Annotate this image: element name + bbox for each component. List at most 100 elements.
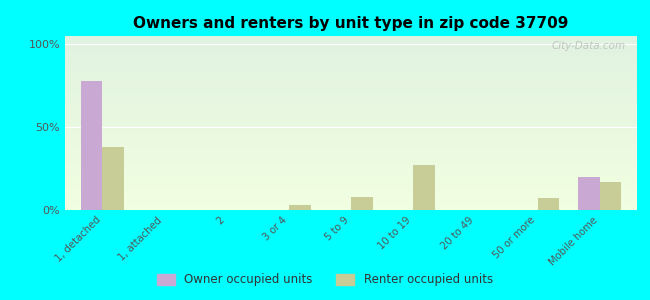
Bar <box>65 124 637 125</box>
Bar <box>65 42 637 43</box>
Bar <box>65 68 637 69</box>
Bar <box>65 202 637 203</box>
Bar <box>65 175 637 176</box>
Bar <box>65 155 637 156</box>
Bar <box>65 120 637 121</box>
Bar <box>65 208 637 209</box>
Bar <box>65 140 637 141</box>
Bar <box>65 66 637 67</box>
Bar <box>65 79 637 80</box>
Bar <box>81 81 102 210</box>
Bar <box>65 89 637 90</box>
Bar <box>413 165 435 210</box>
Bar <box>65 60 637 61</box>
Bar <box>65 110 637 111</box>
Bar <box>65 47 637 48</box>
Bar <box>65 81 637 82</box>
Bar <box>65 118 637 119</box>
Bar <box>289 205 311 210</box>
Bar <box>65 150 637 151</box>
Bar <box>351 197 372 210</box>
Bar <box>65 205 637 206</box>
Bar <box>65 173 637 174</box>
Bar <box>65 137 637 138</box>
Bar <box>65 70 637 71</box>
Bar <box>65 39 637 40</box>
Bar <box>65 123 637 124</box>
Bar <box>65 99 637 100</box>
Bar <box>65 135 637 136</box>
Bar <box>65 73 637 74</box>
Bar <box>65 165 637 166</box>
Bar <box>65 199 637 200</box>
Bar <box>65 180 637 181</box>
Bar <box>65 114 637 115</box>
Bar <box>65 85 637 86</box>
Bar <box>65 94 637 95</box>
Bar <box>65 52 637 53</box>
Bar <box>65 148 637 149</box>
Bar <box>65 207 637 208</box>
Bar <box>65 46 637 47</box>
Bar <box>65 71 637 72</box>
Bar <box>65 145 637 146</box>
Bar <box>65 86 637 87</box>
Bar <box>65 152 637 153</box>
Bar <box>65 166 637 167</box>
Bar <box>65 170 637 171</box>
Bar <box>65 195 637 196</box>
Bar <box>65 78 637 79</box>
Bar <box>65 82 637 83</box>
Bar <box>65 122 637 123</box>
Bar <box>65 41 637 42</box>
Bar <box>65 63 637 64</box>
Bar <box>65 126 637 127</box>
Bar <box>65 160 637 161</box>
Bar <box>65 153 637 154</box>
Bar <box>65 53 637 54</box>
Bar <box>65 58 637 59</box>
Bar <box>65 133 637 134</box>
Bar <box>65 113 637 114</box>
Bar <box>102 147 124 210</box>
Bar <box>65 184 637 185</box>
Bar <box>538 198 559 210</box>
Bar <box>65 189 637 190</box>
Bar <box>65 157 637 158</box>
Bar <box>65 209 637 210</box>
Bar <box>65 106 637 107</box>
Bar <box>65 80 637 81</box>
Bar <box>65 160 637 161</box>
Bar <box>65 134 637 135</box>
Bar <box>65 146 637 147</box>
Bar <box>65 206 637 207</box>
Bar <box>65 43 637 44</box>
Bar <box>65 100 637 101</box>
Bar <box>65 92 637 93</box>
Bar <box>65 187 637 188</box>
Bar <box>65 136 637 137</box>
Bar <box>65 84 637 85</box>
Bar <box>65 197 637 198</box>
Bar <box>65 159 637 160</box>
Bar <box>65 116 637 117</box>
Bar <box>65 179 637 180</box>
Bar <box>65 142 637 143</box>
Bar <box>65 174 637 175</box>
Bar <box>65 103 637 104</box>
Bar <box>65 151 637 152</box>
Bar <box>65 44 637 45</box>
Text: City-Data.com: City-Data.com <box>551 41 625 51</box>
Bar <box>65 48 637 49</box>
Bar <box>65 77 637 78</box>
Bar <box>65 76 637 77</box>
Bar <box>65 107 637 108</box>
Bar <box>65 164 637 165</box>
Bar <box>65 118 637 119</box>
Bar <box>65 90 637 91</box>
Bar <box>578 177 600 210</box>
Bar <box>65 178 637 179</box>
Bar <box>65 139 637 140</box>
Bar <box>65 64 637 65</box>
Bar <box>65 156 637 157</box>
